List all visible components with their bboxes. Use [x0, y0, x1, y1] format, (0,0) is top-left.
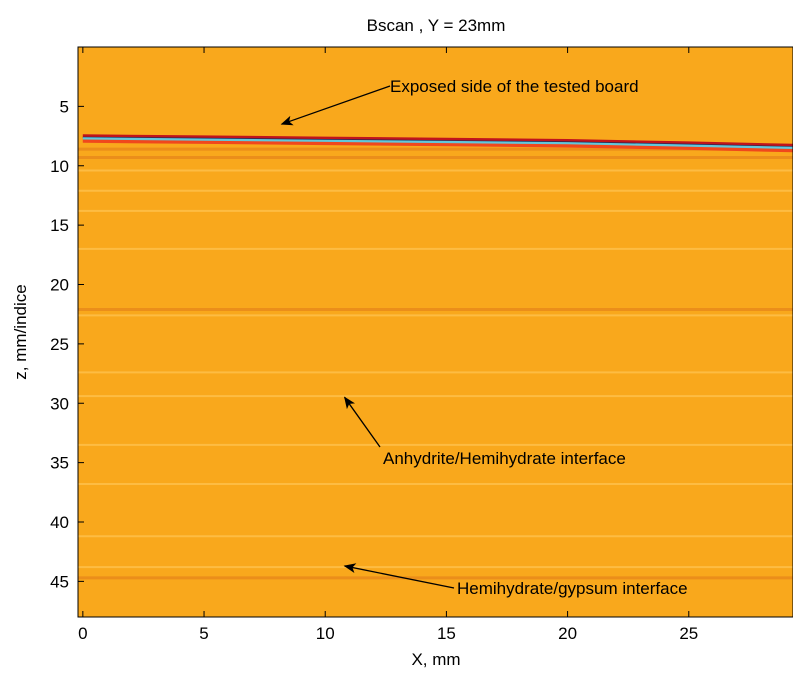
- y-tick-label: 20: [50, 276, 69, 295]
- y-axis: 5 10 15 20 25 30 35 40 45: [50, 97, 84, 591]
- y-tick-label: 45: [50, 572, 69, 591]
- y-tick-label: 15: [50, 216, 69, 235]
- y-tick-label: 35: [50, 454, 69, 473]
- annotations: Exposed side of the tested board Anhydrit…: [280, 77, 688, 598]
- surface-line-layer-4: [82, 137, 793, 149]
- surface-line-layer-2: [82, 134, 793, 147]
- annotation-arrow-2: [344, 396, 381, 448]
- x-tick-label: 25: [679, 624, 698, 643]
- plot-area: [77, 46, 793, 618]
- y-tick-label: 40: [50, 513, 69, 532]
- x-tick-label: 10: [316, 624, 335, 643]
- x-tick-label: 0: [78, 624, 87, 643]
- heatmap-bands: [78, 147, 793, 580]
- heatmap-background: [78, 47, 793, 617]
- surface-line-layer-3: [82, 136, 793, 148]
- surface-line-layer-1: [82, 137, 793, 153]
- x-tick-label: 20: [558, 624, 577, 643]
- x-axis: 0 5 10 15 20 25: [78, 47, 698, 643]
- y-tick-label: 25: [50, 335, 69, 354]
- y-tick-label: 30: [50, 394, 69, 413]
- x-axis-label: X, mm: [411, 650, 460, 669]
- annotation-label-3: Hemihydrate/gypsum interface: [457, 579, 688, 598]
- x-tick-label: 15: [437, 624, 456, 643]
- y-axis-label: z, mm/indice: [11, 284, 30, 379]
- y-tick-label: 10: [50, 157, 69, 176]
- chart-title: Bscan , Y = 23mm: [367, 16, 506, 35]
- annotation-label-1: Exposed side of the tested board: [390, 77, 639, 96]
- annotation-arrow-1: [280, 85, 391, 126]
- surface-line-group: [82, 134, 793, 153]
- plot-border: [77, 46, 793, 618]
- y-tick-label: 5: [60, 97, 69, 116]
- annotation-arrow-3: [343, 563, 455, 589]
- x-tick-label: 5: [199, 624, 208, 643]
- annotation-label-2: Anhydrite/Hemihydrate interface: [383, 449, 626, 468]
